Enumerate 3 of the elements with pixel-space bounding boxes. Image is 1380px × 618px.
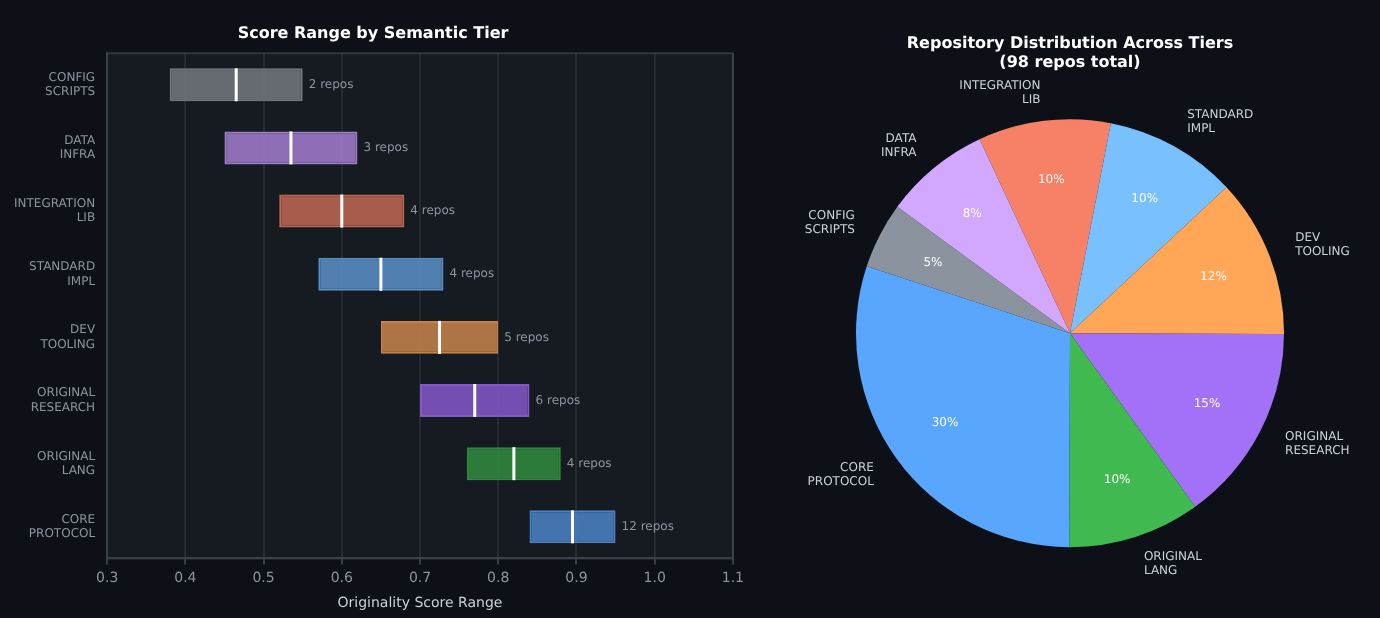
chart-title: Score Range by Semantic Tier (237, 23, 509, 42)
chart-title: Repository Distribution Across Tiers (906, 33, 1234, 52)
chart-subtitle: (98 repos total) (999, 52, 1141, 71)
